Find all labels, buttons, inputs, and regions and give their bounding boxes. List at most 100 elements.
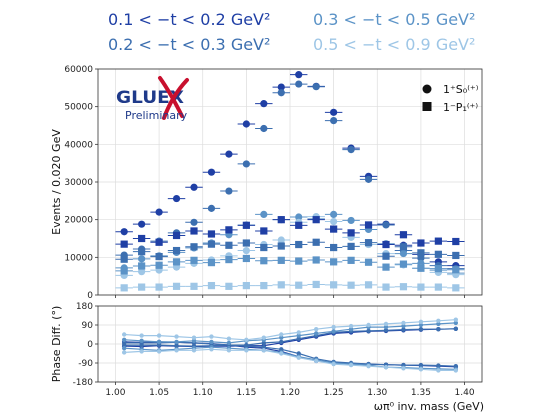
events-point-2-12 (330, 210, 338, 218)
events-point-4-19 (452, 237, 460, 246)
events-point-4-7 (242, 221, 250, 229)
events-point-4-14 (364, 221, 373, 229)
events-point-4-6 (225, 226, 233, 234)
phase-xtick-label-1: 1.05 (149, 388, 169, 398)
events-point-0-0 (120, 228, 128, 236)
events-point-6-12 (330, 258, 338, 266)
events-point-7-9 (277, 281, 285, 289)
phase-point-6-7 (244, 337, 249, 342)
phase-point-4-15 (383, 324, 389, 330)
phase-point-2-9 (279, 339, 284, 345)
phase-xtick-label-0: 1.00 (105, 388, 125, 398)
legend-bin-0: 0.1 < −t < 0.2 GeV² (108, 10, 270, 29)
events-point-2-10 (295, 213, 303, 221)
phase-line-7 (124, 348, 456, 371)
events-point-5-17 (417, 249, 425, 257)
events-point-5-3 (172, 246, 181, 255)
phase-point-7-1 (139, 349, 144, 354)
phase-point-3-0 (121, 340, 127, 346)
phase-point-7-4 (191, 348, 197, 353)
phase-xtick-label-7: 1.35 (411, 388, 431, 398)
phase-point-7-18 (436, 368, 441, 373)
phase-point-6-17 (418, 319, 424, 325)
legend-square-label: 1⁻P₁⁽⁺⁾ (443, 101, 478, 114)
events-point-7-4 (190, 282, 198, 290)
events-series-6 (115, 254, 465, 275)
events-point-1-10 (295, 80, 303, 88)
gluex-logo-text: GLUEX (116, 88, 184, 108)
phase-point-6-18 (436, 318, 441, 323)
phase-point-6-13 (348, 323, 354, 329)
events-point-7-14 (364, 281, 373, 289)
events-ytick-label-2: 20000 (64, 216, 93, 226)
phase-panel: -180 -90 0 90 180 1.00 1.05 1.10 1.15 1.20 1.25 1.3… (50, 302, 484, 413)
events-point-7-19 (452, 284, 460, 292)
phase-point-6-0 (121, 332, 127, 337)
events-point-0-8 (260, 100, 268, 108)
legend-circle-label: 1⁺S₀⁽⁺⁾ (443, 83, 479, 96)
events-point-5-0 (120, 255, 128, 263)
events-point-1-6 (225, 187, 233, 195)
events-point-3-1 (138, 268, 146, 276)
phase-point-3-9 (279, 347, 284, 352)
events-series-7 (115, 280, 465, 292)
events-point-6-11 (312, 256, 320, 264)
events-point-3-7 (242, 246, 250, 255)
phase-marks (121, 317, 459, 373)
phase-point-4-10 (296, 333, 301, 338)
phase-point-4-13 (348, 327, 354, 332)
events-point-3-12 (330, 217, 338, 226)
events-point-4-3 (172, 231, 181, 240)
events-ytick-label-5: 50000 (64, 103, 93, 113)
phase-series-4 (121, 320, 459, 346)
events-point-6-4 (190, 256, 198, 264)
phase-point-6-14 (366, 322, 371, 328)
events-point-6-19 (452, 266, 460, 274)
phase-line-6 (124, 319, 456, 341)
events-point-0-1 (138, 220, 146, 228)
phase-point-4-9 (279, 335, 284, 340)
events-point-1-14 (364, 175, 373, 183)
events-point-7-16 (399, 283, 408, 291)
events-point-7-8 (260, 281, 268, 290)
phase-point-7-5 (209, 347, 214, 352)
events-point-7-12 (330, 281, 338, 289)
phase-point-4-4 (191, 338, 197, 344)
phase-point-2-16 (401, 327, 406, 332)
phase-point-6-19 (453, 317, 459, 322)
events-point-0-4 (190, 183, 198, 191)
phase-point-4-1 (139, 338, 144, 344)
events-point-2-13 (347, 216, 355, 225)
events-point-6-13 (347, 256, 355, 264)
legend-bin-1: 0.2 < −t < 0.3 GeV² (108, 35, 270, 54)
events-point-5-5 (207, 240, 216, 248)
events-point-5-14 (364, 239, 373, 247)
phase-point-7-6 (226, 348, 232, 353)
phase-line-3 (124, 341, 456, 367)
events-point-6-10 (295, 257, 303, 265)
events-point-4-9 (277, 216, 285, 224)
events-ylabel: Events / 0.020 GeV (50, 129, 63, 235)
events-point-5-18 (434, 250, 442, 258)
phase-ticks: -180 -90 0 90 180 1.00 1.05 1.10 1.15 1.20 1.25 1.3… (73, 302, 475, 398)
events-point-5-1 (138, 248, 146, 256)
phase-point-4-3 (174, 339, 179, 345)
events-point-6-16 (399, 260, 408, 268)
events-point-5-7 (242, 239, 250, 247)
phase-point-4-5 (209, 339, 214, 345)
phase-xtick-label-5: 1.25 (324, 388, 344, 398)
events-point-5-16 (399, 243, 408, 251)
events-point-7-1 (138, 283, 146, 291)
phase-point-5-0 (121, 346, 127, 351)
phase-point-4-12 (331, 329, 336, 334)
phase-point-2-14 (366, 328, 371, 334)
preliminary-label: Preliminary (125, 109, 188, 122)
events-point-4-4 (190, 227, 198, 235)
events-point-7-13 (347, 281, 355, 289)
events-point-7-6 (225, 282, 233, 290)
events-point-5-8 (260, 243, 268, 252)
events-point-7-10 (295, 281, 303, 289)
events-point-4-12 (330, 225, 338, 233)
phase-point-7-16 (401, 366, 406, 371)
